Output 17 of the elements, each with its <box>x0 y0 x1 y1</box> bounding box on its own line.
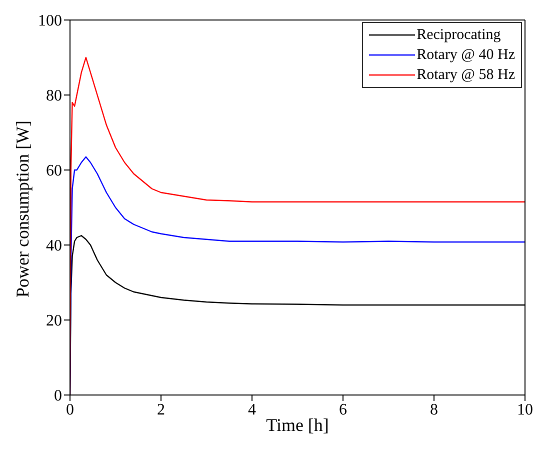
legend-label: Rotary @ 40 Hz <box>416 46 515 65</box>
x-axis-title: Time [h] <box>266 415 329 435</box>
x-tick-label: 6 <box>339 401 347 418</box>
y-tick-label: 40 <box>46 238 62 255</box>
y-tick-label: 0 <box>54 388 62 405</box>
y-tick-label: 60 <box>46 162 62 180</box>
y-axis-title: Power consumption [W] <box>12 120 32 298</box>
x-tick-label: 8 <box>430 401 438 418</box>
y-tick-label: 20 <box>46 312 62 330</box>
y-tick-label: 100 <box>38 12 62 30</box>
x-tick-label: 10 <box>517 401 533 418</box>
x-tick-label: 4 <box>248 401 256 418</box>
y-tick-label: 80 <box>46 88 62 105</box>
x-tick-label: 2 <box>157 401 165 418</box>
legend-label: Rotary @ 58 Hz <box>416 66 515 85</box>
legend-label: Reciprocating <box>416 26 501 45</box>
x-tick-label: 0 <box>66 401 74 418</box>
